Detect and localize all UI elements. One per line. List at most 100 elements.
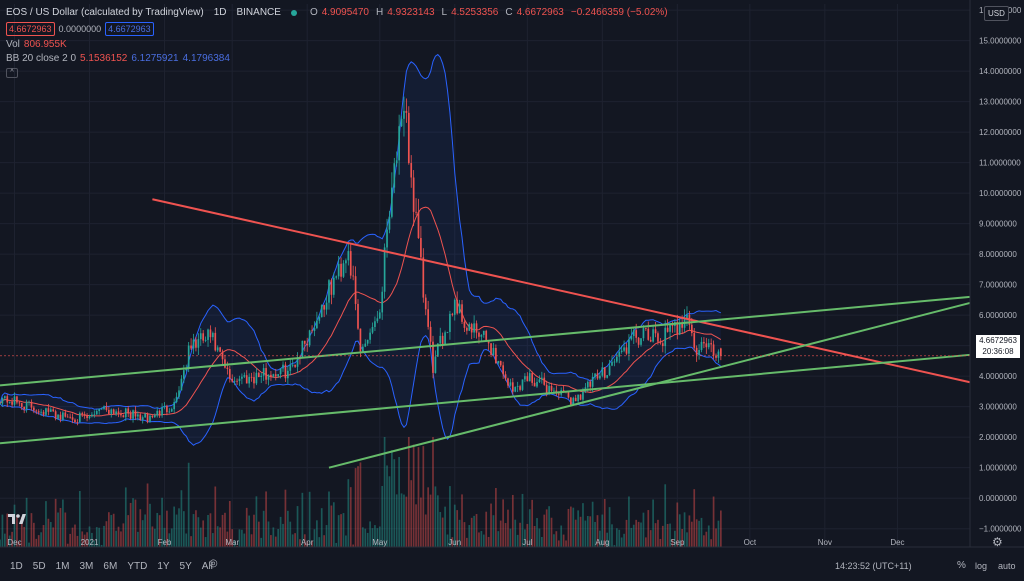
volume-bar (294, 533, 296, 547)
volume-bar (45, 501, 47, 547)
log-scale-toggle[interactable]: log (975, 561, 988, 571)
volume-bar (195, 510, 197, 547)
candle-body (533, 382, 536, 387)
candle-body (405, 110, 408, 113)
time-axis[interactable]: Dec 2021 Feb Mar Apr May Jun Jul Aug Sep Oct Nov Dec (0, 538, 1024, 548)
volume-bar (354, 468, 357, 547)
candle-body (410, 163, 413, 178)
candle-body (391, 187, 393, 217)
volume-bar (420, 497, 422, 547)
candle-body (219, 347, 221, 352)
candle-body (318, 317, 321, 321)
volume-bar (204, 537, 207, 547)
timeframe-all[interactable]: All (201, 560, 213, 572)
timeframe-ytd[interactable]: YTD (127, 560, 148, 572)
candle-body (320, 305, 323, 318)
price-tick-label: 2.0000000 (979, 433, 1017, 442)
collapse-legend-button[interactable]: ^ (6, 68, 18, 78)
time-tick-label: May (372, 538, 387, 547)
volume-bar (594, 521, 596, 547)
candle-body (303, 340, 306, 344)
volume-bar (683, 512, 686, 547)
candle-body (108, 409, 110, 414)
candle-body (69, 416, 71, 418)
auto-scale-toggle[interactable]: auto (998, 561, 1016, 571)
date-range-icon[interactable]: ◎ (209, 558, 218, 569)
volume-bar (226, 531, 229, 547)
volume-bar (359, 462, 362, 547)
low-value: 4.5253356 (451, 7, 499, 18)
timeframe-6m[interactable]: 6M (103, 560, 118, 572)
volume-bar (695, 519, 698, 547)
price-tick-label: 1.0000000 (979, 464, 1017, 473)
symbol-title[interactable]: EOS / US Dollar (calculated by TradingVi… (6, 7, 204, 18)
price-tick-label: 13.0000000 (979, 98, 1022, 107)
volume-bar (681, 529, 683, 547)
volume-bar (129, 502, 132, 547)
clock-timezone[interactable]: 14:23:52 (UTC+11) (835, 561, 912, 571)
timeframe-1m[interactable]: 1M (55, 560, 70, 572)
currency-selector[interactable]: USD (984, 6, 1009, 21)
volume-bar (439, 512, 442, 547)
volume-bar (122, 523, 125, 547)
volume-bar (197, 517, 200, 547)
candle-body (720, 348, 722, 356)
volume-bar (499, 520, 502, 547)
candle-body (407, 112, 410, 164)
buy-button[interactable]: 4.6672963 (105, 22, 154, 36)
candle-body (88, 416, 91, 418)
volume-bar (615, 528, 618, 547)
volume-bar (6, 513, 9, 547)
candle-body (241, 376, 243, 379)
candle-body (553, 390, 555, 392)
candle-body (693, 333, 696, 348)
bar-countdown: 20:36:08 (982, 347, 1014, 356)
volume-bar (584, 520, 587, 547)
volume-bar (37, 535, 40, 547)
volume-bar (66, 543, 69, 547)
candle-body (233, 380, 236, 382)
candle-body (308, 330, 311, 346)
candle-body (618, 351, 621, 357)
volume-bar (545, 509, 548, 547)
candle-body (137, 414, 139, 417)
timeframe-5y[interactable]: 5Y (179, 560, 192, 572)
volume-bar (361, 527, 364, 547)
trend-lines[interactable] (0, 198, 971, 469)
candle-body (669, 324, 671, 332)
timeframe-1y[interactable]: 1Y (157, 560, 170, 572)
chart-settings-icon[interactable]: ⚙ (992, 535, 1003, 549)
volume-bar (446, 534, 449, 547)
candle-body (579, 394, 582, 400)
candle-body (596, 373, 599, 379)
volume-bar (456, 510, 459, 547)
tradingview-logo-icon[interactable] (8, 514, 26, 524)
sell-button[interactable]: 4.6672963 (6, 22, 55, 36)
timeframe-5d[interactable]: 5D (32, 560, 46, 572)
volume-bar (596, 515, 599, 547)
timeframe-1d[interactable]: 1D (10, 560, 23, 572)
volume-bar (654, 523, 657, 547)
volume-bar (0, 539, 1, 547)
volume-bar (318, 537, 321, 547)
volume-bar (357, 466, 359, 547)
volume-bar (603, 498, 606, 547)
bb-legend[interactable]: BB 20 close 2 0 5.1536152 6.1275921 4.17… (6, 52, 668, 66)
candle-body (98, 409, 101, 412)
timeframe-3m[interactable]: 3M (79, 560, 94, 572)
volume-legend[interactable]: Vol 806.955K (6, 38, 668, 52)
bottom-toolbar: 1D 5D 1M 3M 6M YTD 1Y 5Y All (0, 556, 1024, 576)
candle-body (93, 414, 96, 416)
volume-bar (202, 520, 205, 547)
volume-bar (166, 510, 168, 547)
interval-label[interactable]: 1D (213, 7, 227, 18)
candle-body (349, 251, 352, 276)
candle-body (492, 347, 495, 355)
percent-scale-toggle[interactable]: % (957, 560, 966, 571)
candle-body (615, 356, 618, 362)
time-tick-label: Nov (818, 538, 832, 547)
time-tick-label: Apr (301, 538, 314, 547)
volume-bar (62, 499, 64, 547)
